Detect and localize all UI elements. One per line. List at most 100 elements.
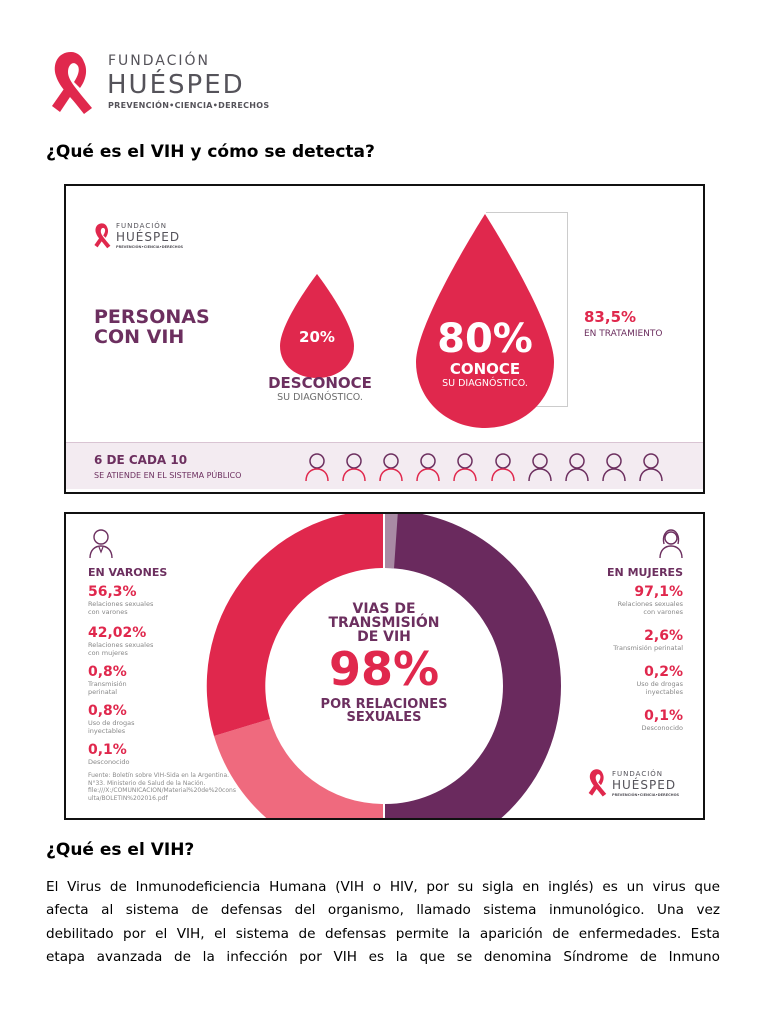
infographic-transmission: VIAS DE TRANSMISIÓN DE VIH 98% POR RELAC…	[64, 512, 705, 820]
person-icon	[527, 453, 552, 481]
paragraph-line: afecta al sistema de defensas del organi…	[46, 902, 720, 919]
band-subtitle: SE ATIENDE EN EL SISTEMA PÚBLICO	[94, 471, 242, 480]
paragraph-line: El Virus de Inmunodeficiencia Humana (VI…	[46, 879, 720, 895]
person-icon	[342, 453, 366, 481]
logo-tagline: PREVENCIÓN•CIENCIA•DERECHOS	[108, 101, 270, 110]
women-item: 2,6% Transmisión perinatal	[613, 628, 683, 652]
women-item-label: Uso de drogas	[636, 680, 683, 688]
men-heading: EN VARONES	[88, 566, 168, 579]
donut-segment-women	[385, 514, 561, 818]
person-icon	[639, 453, 663, 481]
men-item-value: 0,1%	[88, 742, 127, 758]
heading-line-2: CON VIH	[94, 326, 185, 348]
center-line-1: VIAS DE	[352, 601, 416, 617]
women-item: 0,1% Desconocido	[641, 708, 683, 732]
men-item-value: 56,3%	[88, 584, 137, 600]
source-line: N°33. Ministerio de Salud de la Nación.	[88, 779, 206, 787]
source-line: Fuente: Boletín sobre VIH-Sida en la Arg…	[88, 772, 230, 779]
women-heading: EN MUJERES	[607, 566, 683, 579]
paragraph-line: debilitado por el VIH, el sistema de def…	[46, 925, 720, 942]
large-blood-drop-icon	[416, 214, 554, 428]
women-item-label: Relaciones sexuales	[617, 600, 683, 608]
women-item: 97,1% Relaciones sexuales con varones	[618, 584, 683, 616]
person-icon	[490, 453, 515, 481]
women-item-label: inyectables	[645, 688, 683, 696]
donut-segment-divider	[385, 514, 398, 569]
source-line: ulta/BOLETIN%202016.pdf	[88, 794, 168, 802]
small-drop-label-2: SU DIAGNÓSTICO.	[277, 392, 363, 403]
men-item-value: 42,02%	[88, 625, 147, 641]
infographic-people-with-hiv: FUNDACIÓN HUÉSPED PREVENCIÓN•CIENCIA•DER…	[64, 184, 705, 494]
men-item-label: Relaciones sexuales	[88, 600, 154, 608]
mini-logo-line-1: FUNDACIÓN	[612, 770, 664, 778]
paragraph-line: etapa avanzada de la infección por VIH e…	[46, 948, 720, 965]
person-icon	[453, 453, 478, 481]
women-item-label: Desconocido	[641, 724, 683, 732]
person-icon	[565, 453, 589, 481]
source-note: Fuente: Boletín sobre VIH-Sida en la Arg…	[88, 772, 236, 802]
center-value: 98%	[328, 642, 440, 696]
transmission-donut	[206, 514, 561, 818]
ribbon-logo-icon	[94, 223, 111, 249]
men-item: 0,1% Desconocido	[88, 742, 130, 766]
women-item-value: 97,1%	[634, 584, 683, 600]
person-icon	[602, 453, 626, 481]
band-title: 6 DE CADA 10	[94, 453, 188, 467]
small-blood-drop-icon	[280, 274, 354, 378]
big-drop-label-1: CONOCE	[449, 360, 521, 378]
women-item-value: 0,1%	[644, 708, 683, 724]
source-line: file:///X:/COMUNICACION/Material%20de%20…	[88, 787, 236, 794]
mini-logo-tagline: PREVENCIÓN•CIENCIA•DERECHOS	[116, 245, 184, 249]
person-icon	[379, 453, 403, 481]
logo-line-2: HUÉSPED	[107, 70, 245, 100]
woman-icon	[659, 529, 683, 558]
small-drop-value: 20%	[299, 328, 335, 346]
big-drop-value: 80%	[437, 316, 533, 362]
paragraph: El Virus de Inmunodeficiencia Humana (VI…	[46, 876, 720, 969]
big-drop-label-2: SU DIAGNÓSTICO.	[442, 378, 528, 389]
header-logo: FUNDACIÓN HUÉSPED PREVENCIÓN•CIENCIA•DER…	[46, 46, 269, 116]
mini-logo-line-2: HUÉSPED	[116, 230, 181, 244]
men-item-label: inyectables	[88, 727, 126, 735]
men-item-label: Relaciones sexuales	[88, 641, 154, 649]
donut-segment-men-high	[206, 514, 383, 736]
men-item: 0,8% Transmisión perinatal	[88, 664, 127, 696]
person-icon	[416, 453, 441, 481]
men-item-label: con varones	[88, 608, 128, 616]
men-item-label: perinatal	[88, 688, 118, 696]
people-icons	[304, 451, 664, 483]
heading-line-1: PERSONAS	[94, 306, 210, 328]
mini-logo-line-2: HUÉSPED	[612, 778, 677, 792]
women-item-label: Transmisión perinatal	[613, 644, 683, 652]
women-item-label: con varones	[643, 608, 683, 616]
center-line-4: POR RELACIONES	[320, 697, 448, 712]
section-title-what-is-hiv: ¿Qué es el VIH?	[46, 840, 195, 860]
men-item-label: Uso de drogas	[88, 719, 135, 727]
donut-segment-men-low	[214, 719, 383, 818]
center-line-3: DE VIH	[357, 629, 411, 645]
women-item: 0,2% Uso de drogas inyectables	[636, 664, 683, 696]
center-line-2: TRANSMISIÓN	[328, 615, 440, 631]
small-drop-label-1: DESCONOCE	[268, 374, 372, 392]
men-item-label: Desconocido	[88, 758, 130, 766]
men-item-label: con mujeres	[88, 649, 128, 657]
logo-line-1: FUNDACIÓN	[108, 53, 211, 69]
men-item: 42,02% Relaciones sexuales con mujeres	[88, 625, 153, 657]
treatment-value: 83,5%	[584, 308, 637, 326]
ribbon-logo-icon	[588, 769, 607, 797]
women-item-value: 0,2%	[644, 664, 683, 680]
person-icon	[305, 453, 329, 481]
section-title-detection: ¿Qué es el VIH y cómo se detecta?	[46, 142, 375, 162]
ribbon-logo-icon	[52, 52, 92, 114]
men-item-label: Transmisión	[88, 680, 127, 688]
treatment-label: EN TRATAMIENTO	[584, 329, 663, 339]
women-item-value: 2,6%	[644, 628, 683, 644]
mini-logo-tagline: PREVENCIÓN•CIENCIA•DERECHOS	[612, 793, 680, 797]
mini-logo-line-1: FUNDACIÓN	[116, 222, 168, 230]
men-item: 56,3% Relaciones sexuales con varones	[88, 584, 153, 616]
man-icon	[89, 529, 113, 558]
men-item-value: 0,8%	[88, 664, 127, 680]
men-item-value: 0,8%	[88, 703, 127, 719]
center-line-5: SEXUALES	[346, 710, 422, 725]
men-item: 0,8% Uso de drogas inyectables	[88, 703, 135, 735]
